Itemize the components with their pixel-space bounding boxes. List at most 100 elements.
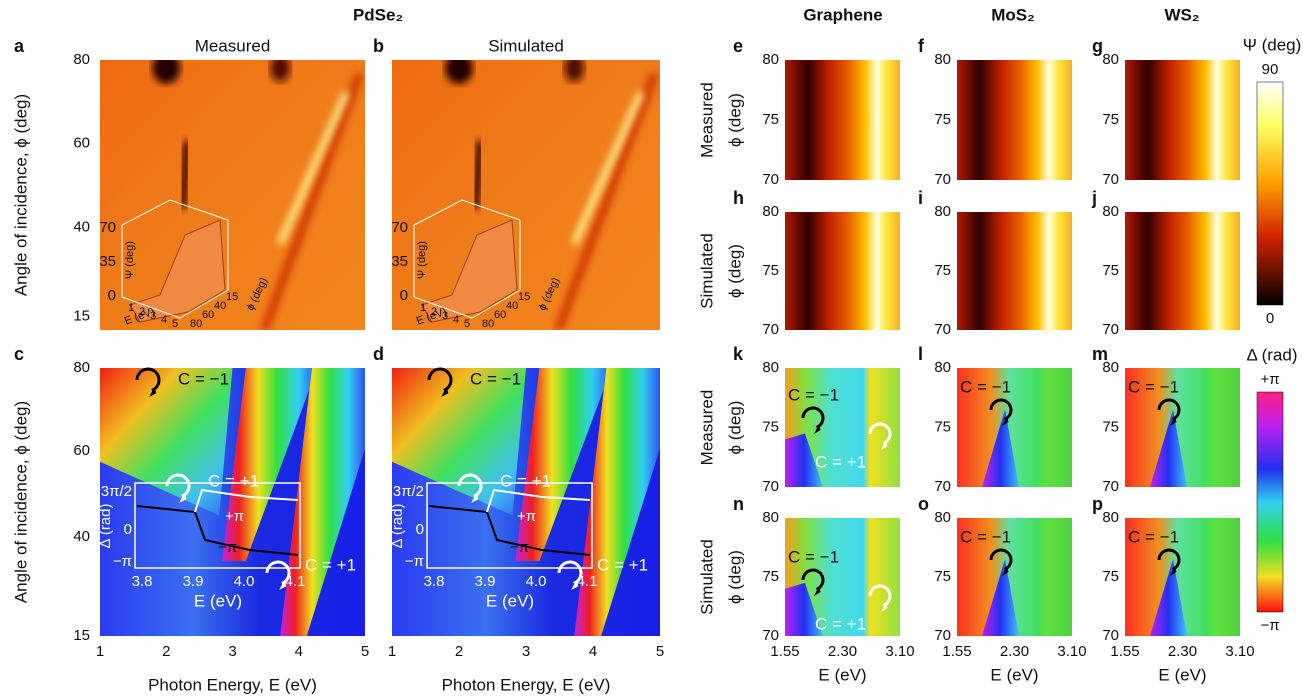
y-tick-label: 80 bbox=[73, 51, 90, 68]
inset-tick-label: 5 bbox=[172, 318, 178, 330]
y-axis-label: ϕ (deg) bbox=[725, 401, 744, 455]
inset-curve-label: +π bbox=[225, 508, 244, 525]
column-header: MoS₂ bbox=[991, 5, 1034, 24]
x-axis-label: E (eV) bbox=[990, 665, 1038, 684]
y-tick-label: 70 bbox=[934, 627, 951, 644]
inset-tick-label: 3.9 bbox=[475, 573, 496, 590]
y-tick-label: 15 bbox=[73, 627, 90, 644]
y-axis-label: Angle of incidence, ϕ (deg) bbox=[11, 401, 30, 603]
heatmap bbox=[785, 212, 900, 330]
heatmap bbox=[100, 60, 365, 330]
inset-tick-label: 0 bbox=[124, 521, 132, 538]
annotation: C = +1 bbox=[815, 614, 866, 633]
y-tick-label: 80 bbox=[762, 509, 779, 526]
inset-tick-label: 3.8 bbox=[424, 573, 445, 590]
panel-label: k bbox=[733, 344, 744, 364]
y-tick-label: 60 bbox=[73, 442, 90, 459]
x-tick-label: 2 bbox=[162, 643, 170, 660]
inset-curve-label: −π bbox=[510, 539, 529, 556]
panel-label: l bbox=[918, 344, 923, 364]
x-tick-label: 2 bbox=[455, 643, 463, 660]
x-tick-label: 3 bbox=[522, 643, 530, 660]
y-tick-label: 75 bbox=[762, 418, 779, 435]
heatmap bbox=[957, 212, 1072, 330]
heatmap-feature bbox=[475, 141, 480, 209]
x-tick-label: 5 bbox=[361, 643, 369, 660]
colorbar-label: Δ (rad) bbox=[1246, 345, 1297, 364]
annotation: C = −1 bbox=[178, 369, 229, 388]
heatmap-feature bbox=[270, 54, 290, 82]
x-tick-label: 1.55 bbox=[1110, 643, 1139, 660]
x-tick-label: 3.10 bbox=[885, 643, 914, 660]
x-axis-label: Photon Energy, E (eV) bbox=[148, 675, 317, 694]
inset-tick-label: 60 bbox=[494, 309, 506, 321]
y-tick-label: 40 bbox=[73, 528, 90, 545]
inset-tick-label: 15 bbox=[518, 291, 530, 303]
y-tick-label: 70 bbox=[1102, 171, 1119, 188]
inset-tick-label: 35 bbox=[99, 253, 116, 270]
colorbar bbox=[1257, 392, 1283, 612]
inset-tick-label: 60 bbox=[202, 309, 214, 321]
inset-tick-label: 5 bbox=[464, 318, 470, 330]
y-tick-label: 15 bbox=[73, 307, 90, 324]
inset-tick-label: 4.0 bbox=[526, 573, 547, 590]
annotation: C = −1 bbox=[788, 547, 839, 566]
heatmap bbox=[957, 60, 1072, 180]
y-tick-label: 70 bbox=[1102, 478, 1119, 495]
panel-label: b bbox=[373, 36, 384, 56]
heatmap-feature bbox=[152, 52, 180, 84]
inset-tick-label: 70 bbox=[99, 219, 116, 236]
y-tick-label: 80 bbox=[1102, 509, 1119, 526]
row-label: Simulated bbox=[697, 539, 716, 615]
x-tick-label: 5 bbox=[656, 643, 664, 660]
x-tick-label: 4 bbox=[589, 643, 597, 660]
panel-label: e bbox=[733, 36, 743, 56]
inset-tick-label: 35 bbox=[391, 253, 408, 270]
x-tick-label: 1.55 bbox=[770, 643, 799, 660]
x-tick-label: 2.30 bbox=[828, 643, 857, 660]
inset-tick-label: 3.8 bbox=[132, 573, 153, 590]
panel-label: a bbox=[14, 36, 25, 56]
figure: PdSe₂GrapheneMoS₂WS₂70350Ψ (deg)12345E (… bbox=[0, 0, 1303, 697]
y-tick-label: 80 bbox=[762, 51, 779, 68]
inset-tick-label: 80 bbox=[190, 318, 202, 330]
y-tick-label: 80 bbox=[934, 51, 951, 68]
panel-label: f bbox=[918, 36, 925, 56]
y-tick-label: 75 bbox=[762, 262, 779, 279]
column-header: WS₂ bbox=[1165, 5, 1200, 24]
inset-tick-label: 40 bbox=[214, 300, 226, 312]
y-tick-label: 75 bbox=[762, 568, 779, 585]
y-tick-label: 80 bbox=[1102, 51, 1119, 68]
panel-label: d bbox=[373, 344, 384, 364]
heatmap bbox=[1125, 212, 1240, 330]
inset-tick-label: 80 bbox=[482, 318, 494, 330]
panel-label: c bbox=[14, 344, 24, 364]
x-axis-label: Photon Energy, E (eV) bbox=[442, 675, 611, 694]
y-tick-label: 70 bbox=[1102, 321, 1119, 338]
panel-title: Simulated bbox=[488, 36, 564, 55]
heatmap bbox=[785, 60, 900, 180]
column-header: Graphene bbox=[803, 5, 882, 24]
x-tick-label: 2.30 bbox=[1000, 643, 1029, 660]
y-tick-label: 80 bbox=[1102, 203, 1119, 220]
inset-tick-label: 0 bbox=[416, 521, 424, 538]
annotation: C = +1 bbox=[500, 471, 551, 490]
y-tick-label: 80 bbox=[934, 359, 951, 376]
inset-tick-label: 0 bbox=[108, 287, 116, 304]
annotation: C = −1 bbox=[788, 385, 839, 404]
y-tick-label: 70 bbox=[934, 478, 951, 495]
y-axis-label: ϕ (deg) bbox=[725, 550, 744, 604]
y-tick-label: 70 bbox=[934, 321, 951, 338]
annotation: C = −1 bbox=[1128, 377, 1179, 396]
header: PdSe₂ bbox=[353, 5, 403, 24]
annotation: C = +1 bbox=[597, 555, 648, 574]
heatmap-feature bbox=[445, 52, 473, 84]
y-tick-label: 70 bbox=[762, 627, 779, 644]
panel-title: Measured bbox=[195, 36, 271, 55]
y-tick-label: 80 bbox=[1102, 359, 1119, 376]
inset-curve-label: −π bbox=[218, 539, 237, 556]
y-tick-label: 80 bbox=[934, 509, 951, 526]
inset-tick-label: 70 bbox=[391, 219, 408, 236]
y-tick-label: 70 bbox=[762, 478, 779, 495]
y-tick-label: 70 bbox=[762, 321, 779, 338]
